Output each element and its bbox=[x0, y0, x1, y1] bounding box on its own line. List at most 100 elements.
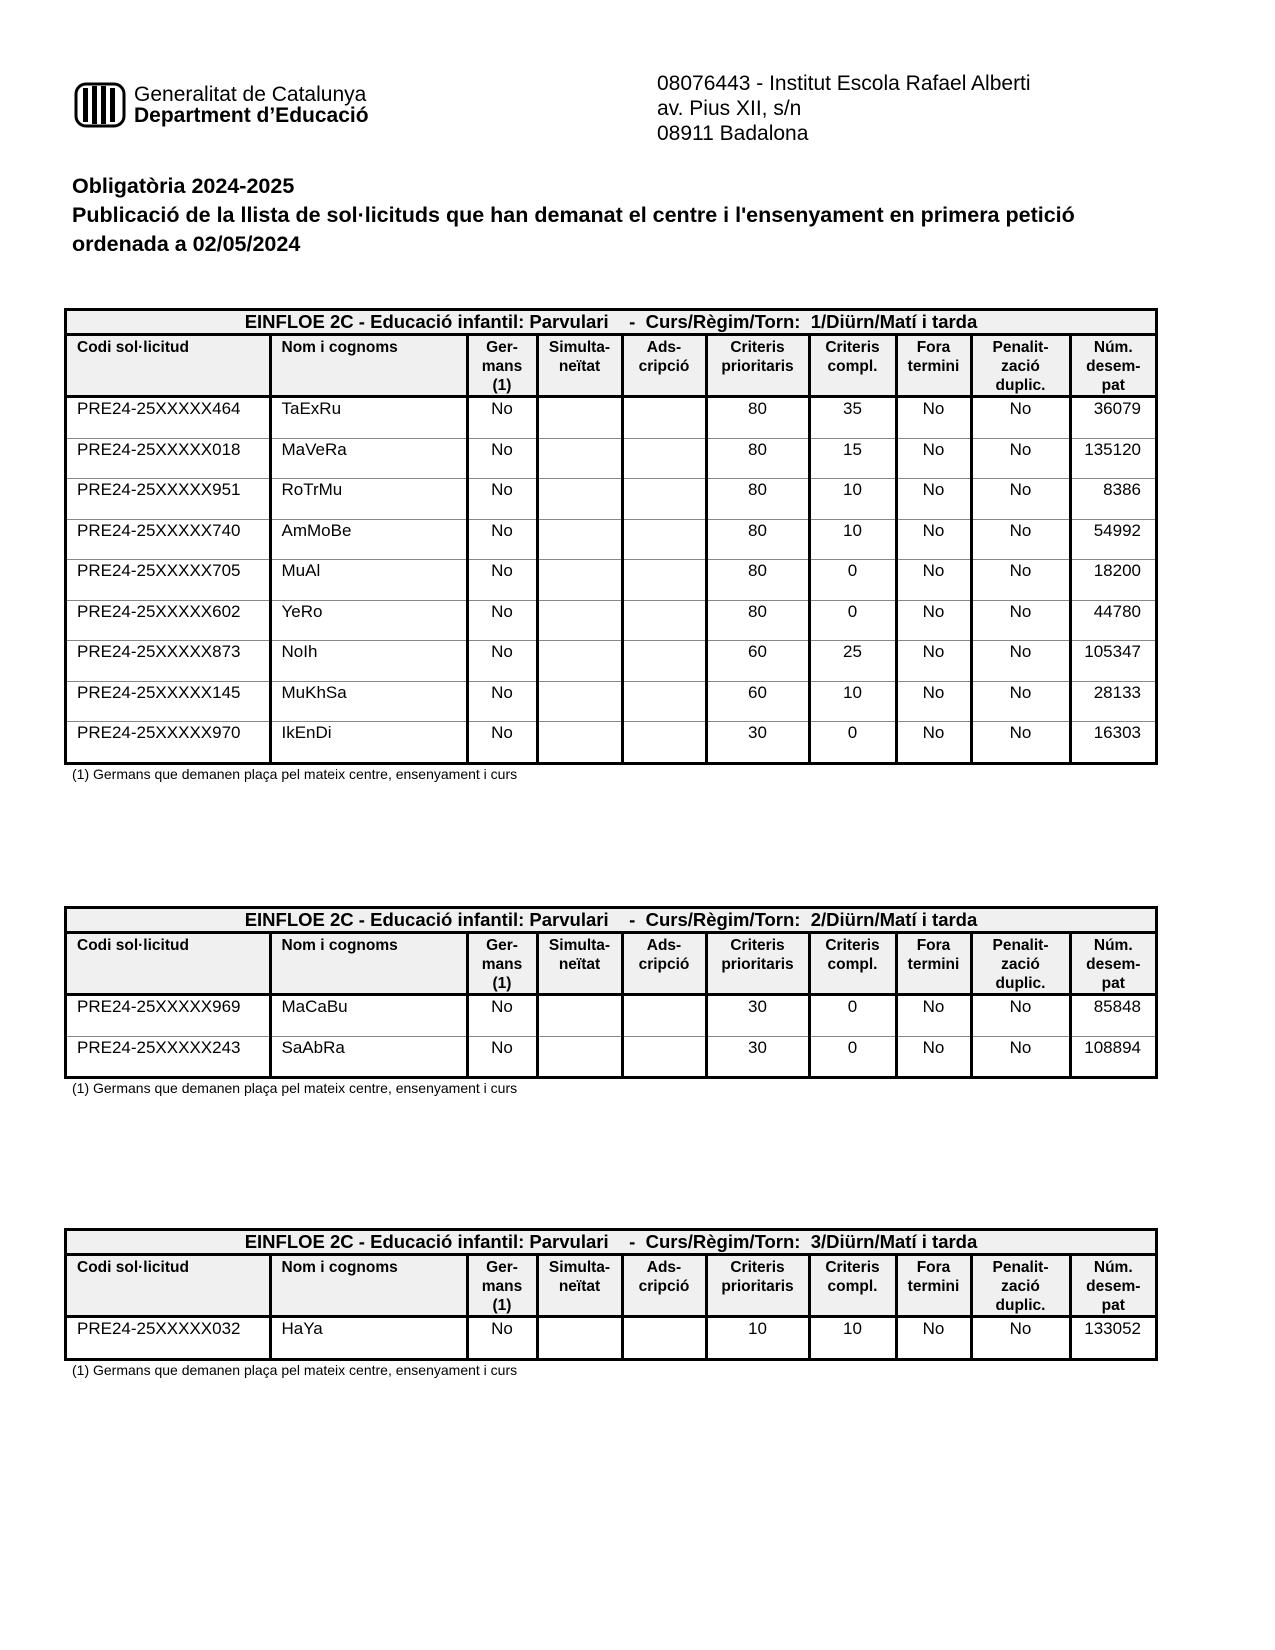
table-cell bbox=[620, 640, 706, 682]
column-header-line: cripció bbox=[638, 956, 690, 973]
column-header-line: Núm. bbox=[1093, 339, 1133, 356]
table-header-row: Codi sol·licitud Nom i cognoms Ger-mans (1)… bbox=[67, 1256, 1155, 1318]
table-cell: 0 bbox=[807, 994, 896, 1037]
column-header-line: Simulta- bbox=[548, 1259, 611, 1276]
table-header-row: Codi sol·licitud Nom i cognoms Ger-mans (1)… bbox=[67, 336, 1155, 398]
table-cell: No bbox=[969, 1036, 1070, 1079]
column-header: Criteris prioritaris bbox=[704, 336, 809, 398]
table-cell: No bbox=[894, 994, 971, 1037]
table-cell bbox=[620, 600, 706, 641]
column-header-line: duplic. bbox=[995, 975, 1046, 992]
table-cell: RoTrMu bbox=[268, 478, 467, 520]
column-header-line: cripció bbox=[638, 358, 690, 375]
table-cell: No bbox=[969, 1316, 1070, 1361]
column-header-line: cripció bbox=[638, 1278, 690, 1295]
table-cell bbox=[535, 640, 622, 682]
table-row: PRE24-25XXXXX243 SaAbRa No 30 0 No No 108894 bbox=[67, 1036, 1155, 1079]
school-city: 08911 Badalona bbox=[657, 122, 809, 145]
table-cell: 10 bbox=[704, 1316, 809, 1361]
table-cell: MuKhSa bbox=[268, 681, 467, 722]
table-cell: PRE24-25XXXXX970 bbox=[67, 721, 270, 765]
table-cell: MaVeRa bbox=[268, 438, 467, 479]
table-title: EINFLOE 2C - Educació infantil: Parvular… bbox=[67, 1231, 1155, 1256]
column-header: Criteris prioritaris bbox=[704, 934, 809, 996]
table-cell: No bbox=[969, 600, 1070, 641]
school-name: 08076443 - Institut Escola Rafael Albert… bbox=[657, 72, 1031, 95]
table-cell: No bbox=[969, 559, 1070, 601]
table-cell bbox=[535, 1316, 622, 1361]
table-cell: 133052 bbox=[1068, 1316, 1155, 1361]
footnote: (1) Germans que demanen plaça pel mateix… bbox=[72, 766, 518, 782]
column-header-line: Penalit- bbox=[992, 937, 1049, 954]
table-cell: No bbox=[465, 994, 537, 1037]
table-cell bbox=[620, 681, 706, 722]
column-header-line: Criteris bbox=[825, 1259, 880, 1276]
column-header: Ger-mans (1) bbox=[465, 1256, 537, 1318]
column-header-line: (1) bbox=[492, 975, 512, 992]
table-cell: No bbox=[465, 396, 537, 439]
table-cell: No bbox=[894, 478, 971, 520]
table-cell: 80 bbox=[704, 559, 809, 601]
table-cell: 10 bbox=[807, 1316, 896, 1361]
table-cell bbox=[535, 681, 622, 722]
table-cell: PRE24-25XXXXX951 bbox=[67, 478, 270, 520]
table-cell: No bbox=[894, 1036, 971, 1079]
column-header-line: Ger- bbox=[486, 937, 518, 954]
table-cell: 60 bbox=[704, 640, 809, 682]
table-row: PRE24-25XXXXX951 RoTrMu No 80 10 No No 8386 bbox=[67, 478, 1155, 520]
table-cell: 10 bbox=[807, 681, 896, 722]
column-header: Codi sol·licitud bbox=[67, 934, 270, 996]
column-header: Codi sol·licitud bbox=[67, 1256, 270, 1318]
table-cell: MuAl bbox=[268, 559, 467, 601]
column-header-line: duplic. bbox=[995, 1297, 1046, 1314]
table-cell: No bbox=[465, 681, 537, 722]
table-row: PRE24-25XXXXX464 TaExRu No 80 35 No No 36079 bbox=[67, 396, 1155, 439]
column-header-line: Criteris bbox=[730, 339, 785, 356]
title-year: Obligatòria 2024-2025 bbox=[72, 174, 295, 198]
school-street: av. Pius XII, s/n bbox=[657, 97, 802, 120]
column-header-line: (1) bbox=[492, 1297, 512, 1314]
column-header-line: zació bbox=[1001, 956, 1040, 973]
column-header-line: Núm. bbox=[1093, 1259, 1133, 1276]
column-header-line: neïtat bbox=[558, 1278, 601, 1295]
column-header: Fora termini bbox=[894, 1256, 971, 1318]
column-header: Fora termini bbox=[894, 336, 971, 398]
column-header-line: mans bbox=[481, 956, 523, 973]
table-cell: 36079 bbox=[1068, 396, 1155, 439]
table-cell bbox=[535, 478, 622, 520]
column-header-line: Fora bbox=[916, 937, 951, 954]
table-cell: MaCaBu bbox=[268, 994, 467, 1037]
table-cell: 0 bbox=[807, 559, 896, 601]
column-header-line: desem- bbox=[1086, 358, 1141, 375]
table-cell: 108894 bbox=[1068, 1036, 1155, 1079]
column-header: Nom i cognoms bbox=[268, 1256, 467, 1318]
table-cell: No bbox=[465, 559, 537, 601]
table-row: PRE24-25XXXXX032 HaYa No 10 10 No No 133052 bbox=[67, 1316, 1155, 1361]
admissions-table: EINFLOE 2C - Educació infantil: Parvular… bbox=[64, 1228, 1158, 1361]
column-header-line: zació bbox=[1001, 358, 1040, 375]
column-header-line: prioritaris bbox=[721, 358, 794, 375]
table-cell: 80 bbox=[704, 396, 809, 439]
table-cell: IkEnDi bbox=[268, 721, 467, 765]
column-header-line: Penalit- bbox=[992, 339, 1049, 356]
table-title: EINFLOE 2C - Educació infantil: Parvular… bbox=[67, 909, 1155, 934]
footnote: (1) Germans que demanen plaça pel mateix… bbox=[72, 1080, 518, 1096]
column-header: Ger-mans (1) bbox=[465, 934, 537, 996]
column-header: Criteris compl. bbox=[807, 1256, 896, 1318]
table-row: PRE24-25XXXXX740 AmMoBe No 80 10 No No 54992 bbox=[67, 519, 1155, 560]
column-header-line: compl. bbox=[827, 956, 878, 973]
column-header-line: (1) bbox=[492, 377, 512, 394]
column-header-line: Penalit- bbox=[992, 1259, 1049, 1276]
table-cell bbox=[535, 600, 622, 641]
column-header-line: termini bbox=[907, 1278, 960, 1295]
table-cell: 80 bbox=[704, 438, 809, 479]
column-header: Codi sol·licitud bbox=[67, 336, 270, 398]
column-header-line: neïtat bbox=[558, 956, 601, 973]
table-cell: No bbox=[969, 640, 1070, 682]
table-cell: No bbox=[969, 438, 1070, 479]
table-cell: PRE24-25XXXXX145 bbox=[67, 681, 270, 722]
column-header-line: pat bbox=[1101, 1297, 1125, 1314]
table-row: PRE24-25XXXXX873 NoIh No 60 25 No No 105347 bbox=[67, 640, 1155, 682]
column-header-line: compl. bbox=[827, 358, 878, 375]
table-cell bbox=[620, 721, 706, 765]
